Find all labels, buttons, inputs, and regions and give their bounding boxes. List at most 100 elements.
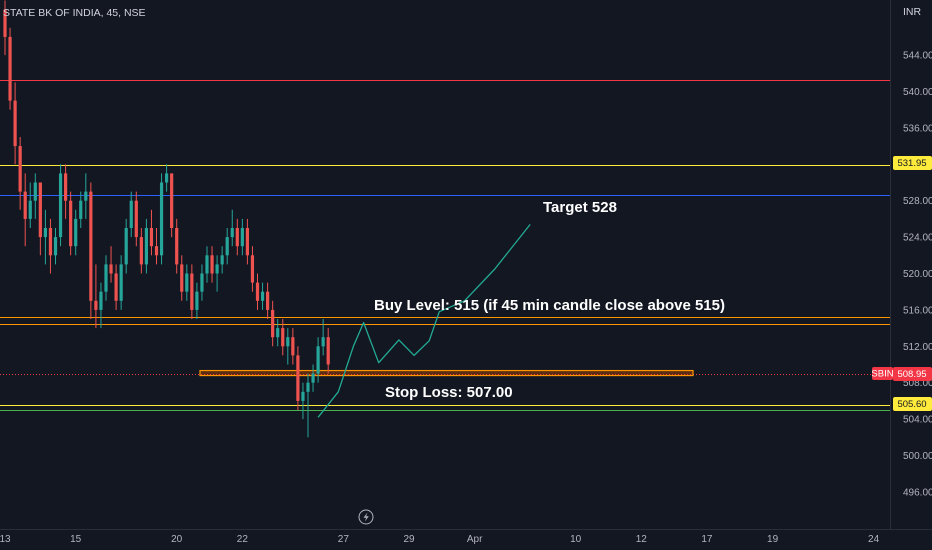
candle-body	[200, 273, 204, 292]
time-axis[interactable]: 13 15 20 22 27 29 Apr 10 12 17 19 24	[0, 534, 880, 545]
candle	[326, 328, 330, 374]
candle	[271, 300, 275, 347]
candle	[79, 191, 83, 228]
price-tick-label: 496.00	[903, 487, 932, 498]
svg-text:531.95: 531.95	[897, 158, 926, 169]
candle	[8, 27, 12, 110]
symbol-title: STATE BK OF INDIA, 45, NSE	[3, 7, 146, 19]
price-tick-label: 536.00	[903, 123, 932, 134]
candle	[89, 182, 93, 319]
candle-body	[165, 173, 169, 183]
candle	[321, 319, 325, 356]
candle-body	[134, 200, 138, 238]
candle	[205, 246, 209, 283]
candle	[84, 173, 88, 219]
candle-body	[99, 291, 103, 310]
candle-body	[154, 246, 159, 256]
candle-body	[311, 373, 315, 383]
price-tick-label: 540.00	[903, 87, 932, 98]
candle	[276, 319, 280, 347]
candle-body	[84, 191, 88, 201]
candle	[170, 173, 174, 238]
candle	[149, 209, 154, 256]
candle	[129, 191, 133, 238]
candles	[3, 0, 330, 438]
candle	[215, 255, 219, 292]
candle	[240, 218, 244, 256]
candle	[104, 255, 108, 301]
badge-yellow-top: 531.95	[893, 156, 932, 170]
candle-body	[114, 273, 118, 301]
candle	[139, 228, 143, 274]
candle-body	[235, 228, 239, 247]
candle-body	[23, 191, 27, 219]
price-tick-label: 544.00	[903, 51, 932, 62]
candle	[94, 264, 98, 329]
candle	[296, 346, 300, 410]
candle	[316, 337, 320, 383]
price-tick-label: 516.00	[903, 305, 932, 316]
candle-body	[94, 300, 98, 310]
candle	[165, 164, 169, 192]
candle-body	[255, 282, 260, 301]
candle-body	[74, 218, 78, 247]
candle	[175, 218, 179, 274]
candle	[38, 182, 42, 256]
candle	[33, 173, 37, 219]
candle-body	[210, 255, 214, 274]
candle	[225, 228, 229, 265]
candle	[3, 0, 7, 56]
svg-text:508.95: 508.95	[897, 369, 926, 380]
candle	[53, 228, 58, 265]
candle-body	[321, 337, 325, 347]
candle	[291, 328, 295, 365]
candle-body	[79, 200, 83, 219]
candle-body	[13, 100, 17, 147]
badge-current-ticker: SBIN	[871, 367, 894, 380]
currency-label: INR	[903, 6, 922, 18]
candle-body	[175, 228, 179, 265]
candle-body	[286, 337, 290, 347]
candle-body	[225, 237, 229, 256]
candle-body	[89, 191, 93, 301]
candle	[250, 246, 255, 292]
time-tick-label: 17	[701, 534, 713, 545]
candle-body	[271, 309, 275, 338]
candle-body	[291, 337, 295, 356]
time-tick-label: 10	[570, 534, 582, 545]
price-tick-label: 512.00	[903, 342, 932, 353]
candle-body	[109, 264, 113, 274]
price-tick-label: 520.00	[903, 269, 932, 280]
price-tick-label: 508.00	[903, 378, 932, 389]
candle-body	[58, 173, 63, 238]
lightning-icon[interactable]	[358, 509, 374, 525]
candle	[18, 137, 22, 210]
candle	[134, 191, 138, 247]
candle-body	[301, 391, 305, 401]
candle-body	[8, 36, 12, 101]
candle	[23, 173, 27, 247]
candle-body	[195, 291, 199, 310]
price-tick-label: 504.00	[903, 415, 932, 426]
candle-body	[28, 200, 32, 219]
badge-yellow-bottom: 505.60	[893, 397, 932, 411]
candle	[69, 191, 73, 256]
time-tick-label: 12	[636, 534, 648, 545]
candle-body	[124, 228, 128, 265]
candle	[301, 382, 305, 420]
projection-path	[317, 223, 531, 418]
candle-body	[276, 328, 280, 338]
candle	[119, 255, 123, 310]
candle	[64, 164, 68, 219]
buy-zone	[199, 369, 694, 377]
price-axis[interactable]: 496.00 500.00 504.00 508.00 512.00 516.00 520.…	[903, 51, 932, 499]
candle-body	[104, 264, 108, 292]
candle	[13, 82, 17, 165]
candle-body	[180, 264, 184, 292]
time-tick-label: 27	[338, 534, 350, 545]
price-tick-label: 528.00	[903, 196, 932, 207]
candle	[266, 282, 270, 319]
candle-body	[281, 328, 285, 347]
candle-body	[240, 228, 244, 247]
